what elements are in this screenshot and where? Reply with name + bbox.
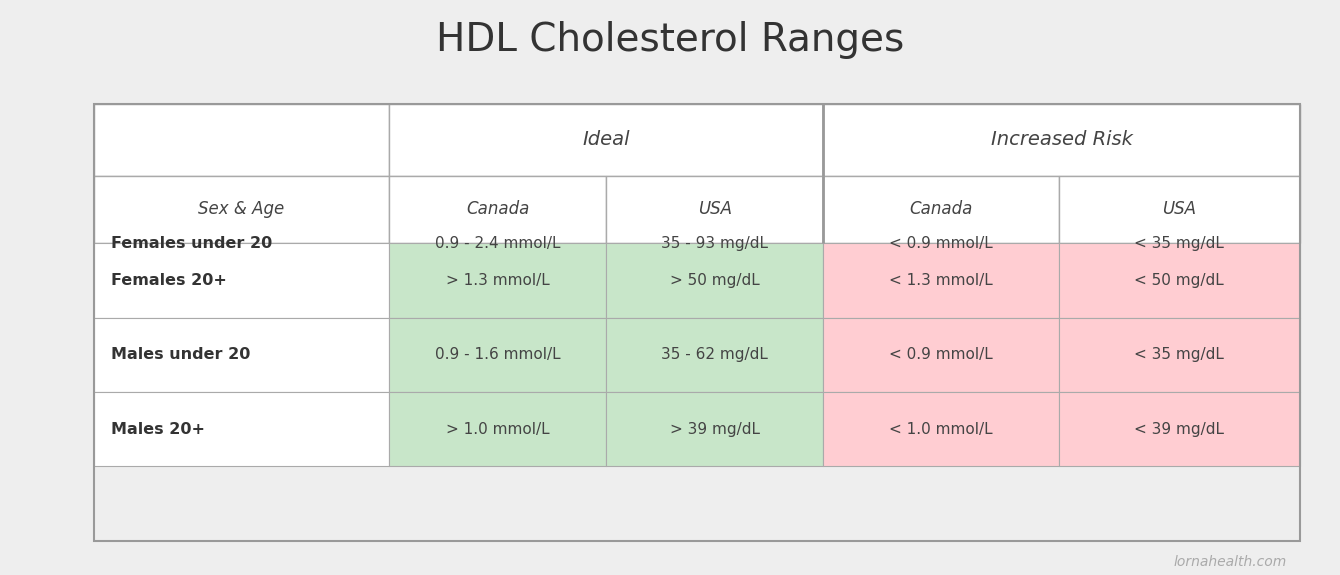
Text: Females 20+: Females 20+ [111, 273, 226, 288]
Bar [94, 392, 389, 466]
Text: 35 - 93 mg/dL: 35 - 93 mg/dL [662, 236, 768, 251]
Text: < 39 mg/dL: < 39 mg/dL [1134, 421, 1225, 436]
Text: > 1.0 mmol/L: > 1.0 mmol/L [446, 421, 549, 436]
Text: Canada: Canada [910, 201, 973, 218]
Text: > 50 mg/dL: > 50 mg/dL [670, 273, 760, 288]
Bar [1059, 243, 1300, 317]
Bar [1059, 392, 1300, 466]
Bar [94, 317, 389, 392]
Text: Ideal: Ideal [583, 130, 630, 149]
Text: Increased Risk: Increased Risk [990, 130, 1132, 149]
Text: USA: USA [1162, 201, 1197, 218]
Bar [823, 243, 1059, 317]
Text: < 0.9 mmol/L: < 0.9 mmol/L [890, 347, 993, 362]
Text: 0.9 - 1.6 mmol/L: 0.9 - 1.6 mmol/L [436, 347, 560, 362]
Bar [389, 175, 606, 243]
Bar [1059, 175, 1300, 243]
Bar [389, 392, 606, 466]
Text: lornahealth.com: lornahealth.com [1172, 555, 1286, 569]
Text: < 35 mg/dL: < 35 mg/dL [1134, 236, 1225, 251]
Bar [94, 104, 1300, 540]
Text: 35 - 62 mg/dL: 35 - 62 mg/dL [662, 347, 768, 362]
Text: Males under 20: Males under 20 [111, 347, 251, 362]
Text: > 1.3 mmol/L: > 1.3 mmol/L [446, 273, 549, 288]
Bar [94, 104, 389, 175]
Text: USA: USA [698, 201, 732, 218]
Text: Females under 20: Females under 20 [111, 236, 272, 251]
Text: < 50 mg/dL: < 50 mg/dL [1135, 273, 1223, 288]
Text: Males 20+: Males 20+ [111, 421, 205, 436]
Text: > 39 mg/dL: > 39 mg/dL [670, 421, 760, 436]
Bar [606, 317, 823, 392]
Bar [606, 243, 823, 317]
Bar [94, 243, 389, 317]
Bar [823, 175, 1059, 243]
Text: < 0.9 mmol/L: < 0.9 mmol/L [890, 236, 993, 251]
Bar [606, 392, 823, 466]
Bar [606, 175, 823, 243]
Bar [389, 243, 606, 317]
Bar [94, 175, 389, 243]
Bar [1059, 317, 1300, 392]
Text: < 1.3 mmol/L: < 1.3 mmol/L [890, 273, 993, 288]
Bar [389, 104, 823, 175]
Text: Canada: Canada [466, 201, 529, 218]
Bar [823, 317, 1059, 392]
Text: < 1.0 mmol/L: < 1.0 mmol/L [890, 421, 993, 436]
Bar [823, 104, 1300, 175]
Bar [823, 392, 1059, 466]
Text: HDL Cholesterol Ranges: HDL Cholesterol Ranges [436, 21, 904, 59]
Text: 0.9 - 2.4 mmol/L: 0.9 - 2.4 mmol/L [436, 236, 560, 251]
Text: Sex & Age: Sex & Age [198, 201, 284, 218]
Text: < 35 mg/dL: < 35 mg/dL [1134, 347, 1225, 362]
Bar [389, 317, 606, 392]
